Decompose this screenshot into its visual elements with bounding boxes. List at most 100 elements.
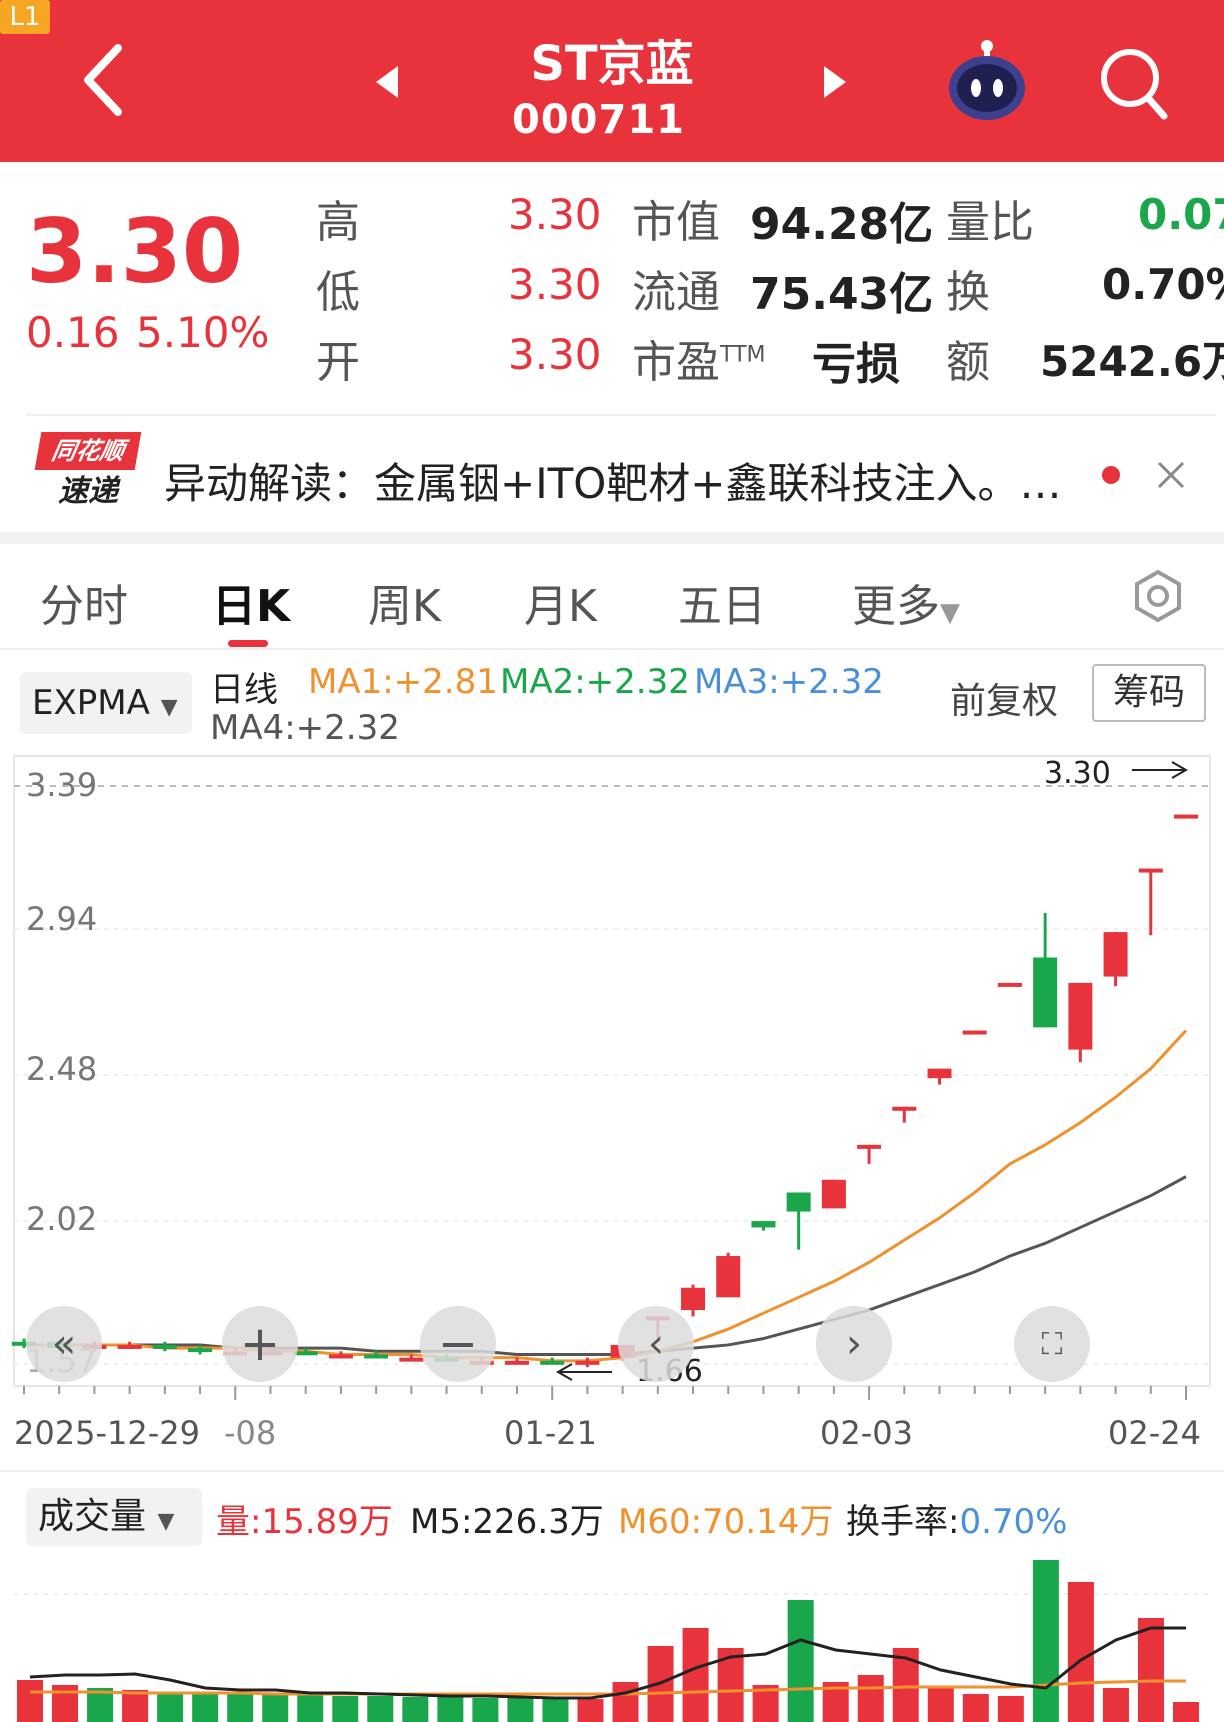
unread-dot-icon (1102, 466, 1120, 484)
back-arrow-icon[interactable] (78, 42, 128, 118)
volume-value: 量:15.89万 (216, 1502, 393, 1542)
x-tick-label: 01-21 (504, 1414, 597, 1452)
adjust-mode[interactable]: 前复权 (950, 681, 1059, 722)
volume-bar (437, 1697, 464, 1722)
zoom-out-icon[interactable]: − (420, 1306, 496, 1382)
candle-body (1138, 868, 1163, 873)
candle (821, 1179, 846, 1209)
tab-daily-k[interactable]: 日K (212, 581, 291, 632)
news-logo: 同花顺 速递 (34, 432, 142, 516)
ma1-line (24, 1029, 1188, 1363)
y-tick-label: 2.02 (26, 1200, 98, 1238)
scroll-left-icon[interactable]: ‹ (618, 1306, 694, 1382)
tab-weekly-k[interactable]: 周K (368, 581, 441, 632)
candle-body (962, 1030, 987, 1035)
turnover-rate: 换手率:0.70% (846, 1502, 1068, 1542)
news-text[interactable]: 异动解读：金属铟+ITO靶材+鑫联科技注入。… (164, 459, 1062, 508)
chips-button[interactable]: 筹码 (1092, 664, 1206, 722)
search-icon[interactable] (1098, 44, 1170, 122)
m60-value: M60:70.14万 (618, 1502, 834, 1542)
x-tick-label: -08 (224, 1414, 277, 1452)
volume-divider (0, 1470, 1224, 1472)
volume-chart (14, 1560, 1210, 1722)
indicator-selector[interactable]: EXPMA ▼ (20, 672, 192, 734)
volume-ratio-label: 量比 (946, 197, 1034, 248)
volume-bar (612, 1682, 639, 1722)
volume-selector[interactable]: 成交量 ▼ (26, 1488, 202, 1546)
candle (12, 1338, 36, 1349)
scroll-right-icon[interactable]: › (816, 1306, 892, 1382)
volume-bar (997, 1696, 1024, 1722)
volume-bar (857, 1675, 884, 1722)
candle (997, 982, 1022, 987)
tab-monthly-k[interactable]: 月K (524, 581, 597, 632)
candle (716, 1252, 741, 1298)
ma3-legend: MA3:+2.32 (694, 662, 884, 702)
y-tick-label: 2.48 (26, 1050, 98, 1088)
m5-value: M5:226.3万 (410, 1502, 604, 1542)
candle-body (540, 1360, 565, 1365)
candle-body (927, 1068, 952, 1079)
header-bar: ST京蓝 000711 L1 (0, 0, 1224, 162)
ma2-legend: MA2:+2.32 (500, 662, 690, 702)
candle (152, 1341, 177, 1352)
tab-divider (0, 648, 1224, 650)
candle (1103, 932, 1128, 987)
candle-body (751, 1221, 776, 1228)
candle (1033, 913, 1058, 1028)
kline-chart[interactable] (0, 750, 1224, 1400)
volume-bar (1137, 1618, 1164, 1722)
candle-body (117, 1344, 142, 1349)
quote-divider (26, 414, 1216, 416)
volume-bar (542, 1699, 569, 1722)
market-cap-label: 市值 (632, 197, 720, 248)
volume-ratio-value: 0.07 (1138, 190, 1224, 239)
m5-line (29, 1626, 1186, 1700)
logo-bottom-text: 速递 (58, 474, 118, 509)
current-price: 3.30 (26, 200, 244, 303)
price-change-pct: 5.10% (136, 308, 270, 357)
volume-bar (962, 1694, 989, 1722)
ma2-line (24, 1175, 1187, 1356)
prev-stock-icon[interactable] (372, 62, 402, 102)
tab-five-day[interactable]: 五日 (678, 581, 766, 632)
volume-bar (1173, 1702, 1199, 1722)
low-label: 低 (316, 267, 360, 318)
high-label: 高 (316, 197, 360, 248)
candle (857, 1144, 882, 1164)
candle (892, 1106, 917, 1123)
high-annotation: 3.30 (1044, 756, 1111, 791)
candle (575, 1357, 600, 1368)
candle-body (399, 1357, 424, 1362)
turnover-value: 0.70% (1102, 260, 1224, 309)
candle (117, 1341, 142, 1349)
candle-body (293, 1351, 318, 1356)
next-stock-icon[interactable] (820, 62, 850, 102)
candle-body (188, 1348, 213, 1353)
settings-icon[interactable] (1130, 568, 1186, 624)
turnover-label: 换 (946, 267, 990, 318)
volume-bar (507, 1698, 534, 1722)
volume-bar (1067, 1582, 1094, 1722)
x-tick-label: 2025-12-29 (14, 1414, 200, 1452)
high-value: 3.30 (508, 190, 602, 239)
rewind-icon[interactable]: « (26, 1306, 102, 1382)
candle-body (997, 982, 1022, 987)
close-icon[interactable] (1156, 460, 1186, 490)
zoom-in-icon[interactable]: + (222, 1306, 298, 1382)
candle (962, 1030, 987, 1035)
candle (328, 1351, 353, 1359)
candle-body (857, 1144, 882, 1149)
ma4-legend: MA4:+2.32 (210, 708, 400, 748)
candle (681, 1284, 706, 1317)
section-gap (0, 532, 1224, 544)
fullscreen-icon[interactable]: ⛶ (1014, 1306, 1090, 1382)
tab-more[interactable]: 更多▼ (852, 581, 960, 632)
robot-assistant-icon[interactable] (944, 38, 1030, 122)
amount-label: 额 (946, 337, 990, 388)
candle-body (1103, 932, 1128, 977)
tab-intraday[interactable]: 分时 (40, 581, 128, 632)
volume-bar (927, 1688, 954, 1722)
candle (927, 1068, 952, 1085)
open-label: 开 (316, 337, 360, 388)
